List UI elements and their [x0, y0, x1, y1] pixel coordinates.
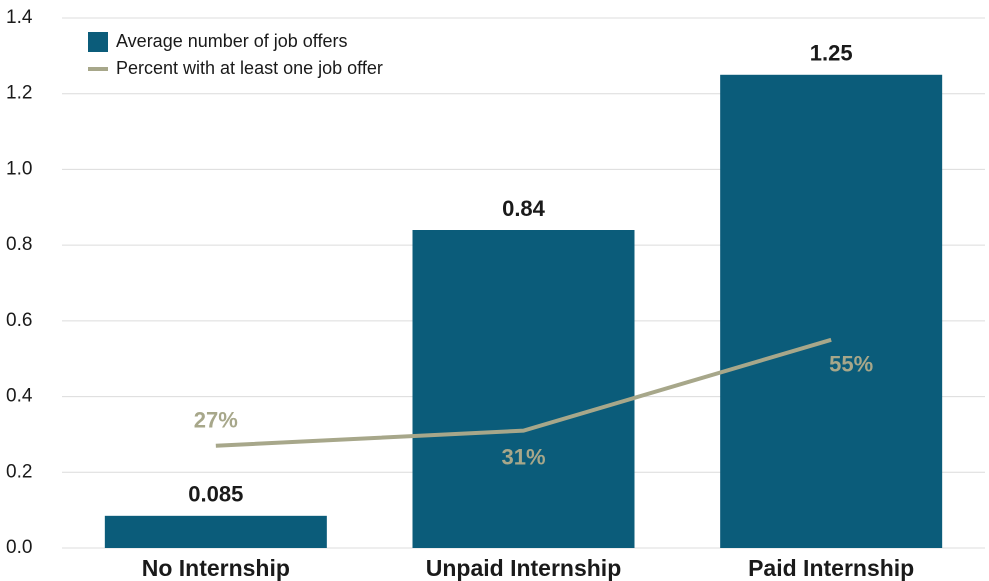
y-tick-label: 0.0 — [6, 537, 32, 558]
legend-swatch — [88, 32, 108, 52]
line-label: 27% — [194, 408, 238, 433]
y-tick-label: 0.6 — [6, 310, 32, 331]
y-tick-label: 0.2 — [6, 461, 32, 482]
bar-label: 1.25 — [810, 41, 853, 66]
line — [215, 337, 832, 448]
y-tick-label: 1.0 — [6, 158, 32, 179]
x-tick-label: Unpaid Internship — [426, 555, 622, 581]
bar-label: 0.84 — [502, 196, 546, 221]
line-label: 55% — [829, 352, 873, 377]
y-tick-label: 1.4 — [6, 7, 33, 28]
bar — [104, 515, 327, 548]
y-tick-label: 1.2 — [6, 83, 32, 104]
bar-label: 0.085 — [188, 482, 243, 507]
bar — [412, 230, 635, 548]
bar — [720, 74, 943, 549]
legend-label: Percent with at least one job offer — [116, 58, 383, 78]
x-tick-label: No Internship — [142, 555, 290, 581]
y-tick-label: 0.4 — [6, 386, 33, 407]
x-tick-label: Paid Internship — [748, 555, 914, 581]
y-tick-label: 0.8 — [6, 234, 32, 255]
legend-label: Average number of job offers — [116, 31, 347, 51]
line-label: 31% — [501, 444, 545, 469]
